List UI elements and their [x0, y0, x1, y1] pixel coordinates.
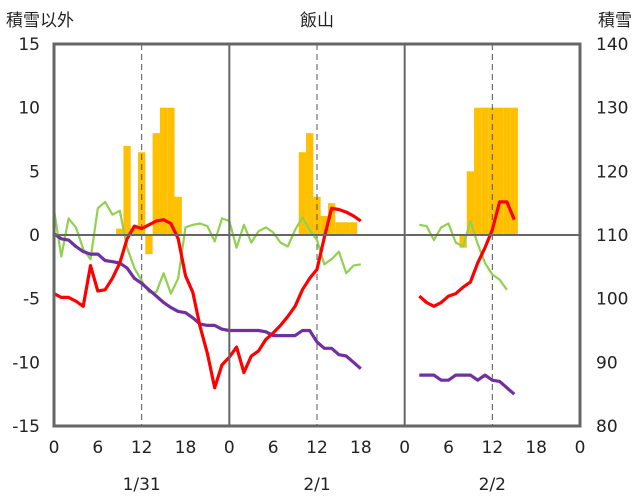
day-label: 2/1 [303, 475, 330, 495]
left-axis-title: 積雪以外 [6, 11, 74, 31]
labels: 積雪以外 飯山 積雪 151050-5-10-15140130120110100… [6, 11, 632, 495]
x-tick-label: 12 [482, 438, 504, 458]
snow-depth-bars [116, 107, 518, 255]
y-right-tick-label: 110 [596, 226, 628, 246]
y-left-tick-label: 0 [29, 226, 40, 246]
snow-depth-bar [474, 107, 482, 235]
x-tick-label: 12 [306, 438, 328, 458]
x-tick-label: 6 [268, 438, 279, 458]
pressure-line-day3 [419, 373, 516, 396]
day-label: 1/31 [123, 475, 161, 495]
x-tick-label: 18 [350, 438, 372, 458]
right-axis-title: 積雪 [598, 11, 632, 31]
snow-depth-bar [159, 107, 168, 235]
x-tick-label: 0 [399, 438, 410, 458]
x-tick-label: 6 [443, 438, 454, 458]
temperature-line [53, 206, 362, 390]
y-right-tick-label: 100 [596, 290, 628, 310]
snow-depth-bar [123, 145, 131, 235]
y-left-tick-label: -15 [12, 417, 40, 437]
temperature-line-day3 [418, 200, 516, 308]
snow-depth-bar [298, 152, 307, 235]
x-tick-label: 18 [175, 438, 197, 458]
snow-depth-bar [488, 107, 496, 235]
snow-depth-bar [138, 152, 146, 235]
x-tick-label: 6 [92, 438, 103, 458]
y-right-tick-label: 80 [596, 417, 618, 437]
snow-depth-bar [481, 107, 489, 235]
snow-depth-bar [167, 107, 175, 235]
snow-depth-bar [320, 215, 328, 235]
y-left-tick-label: 15 [18, 35, 40, 55]
plot-border [52, 42, 582, 428]
x-tick-label: 0 [224, 438, 235, 458]
day-label: 2/2 [479, 475, 506, 495]
snow-depth-bar [130, 228, 139, 235]
chart-title: 飯山 [300, 11, 334, 31]
y-right-tick-label: 140 [596, 35, 628, 55]
snow-depth-bar [466, 171, 475, 235]
series-lines [52, 200, 516, 396]
snow-depth-bar [116, 228, 124, 235]
y-left-tick-label: -10 [12, 353, 40, 373]
y-left-tick-label: -5 [23, 290, 40, 310]
snow-depth-bar [335, 222, 343, 235]
pressure-line [53, 232, 362, 370]
snow-depth-bar [510, 107, 518, 235]
y-left-tick-label: 5 [29, 162, 40, 182]
x-tick-label: 0 [49, 438, 60, 458]
y-right-tick-label: 120 [596, 162, 628, 182]
snow-depth-bar [152, 133, 160, 235]
snow-depth-bar [306, 133, 314, 235]
x-tick-label: 0 [575, 438, 586, 458]
snow-depth-bar [145, 235, 153, 255]
wind-line [52, 200, 361, 295]
y-right-tick-label: 90 [596, 353, 618, 373]
snow-depth-bar [459, 235, 467, 248]
x-tick-label: 12 [131, 438, 153, 458]
y-left-tick-label: 10 [18, 99, 40, 119]
snow-depth-bar [342, 222, 350, 235]
snow-depth-bar [503, 107, 511, 235]
y-right-tick-label: 130 [596, 99, 628, 119]
snow-depth-bar [349, 222, 358, 235]
snow-depth-bar [495, 107, 504, 235]
x-tick-label: 18 [525, 438, 547, 458]
plot-frame [52, 42, 582, 428]
snow-depth-bar [174, 196, 182, 235]
wind-line-day3 [419, 219, 508, 291]
snow-depth-bar [327, 203, 336, 235]
